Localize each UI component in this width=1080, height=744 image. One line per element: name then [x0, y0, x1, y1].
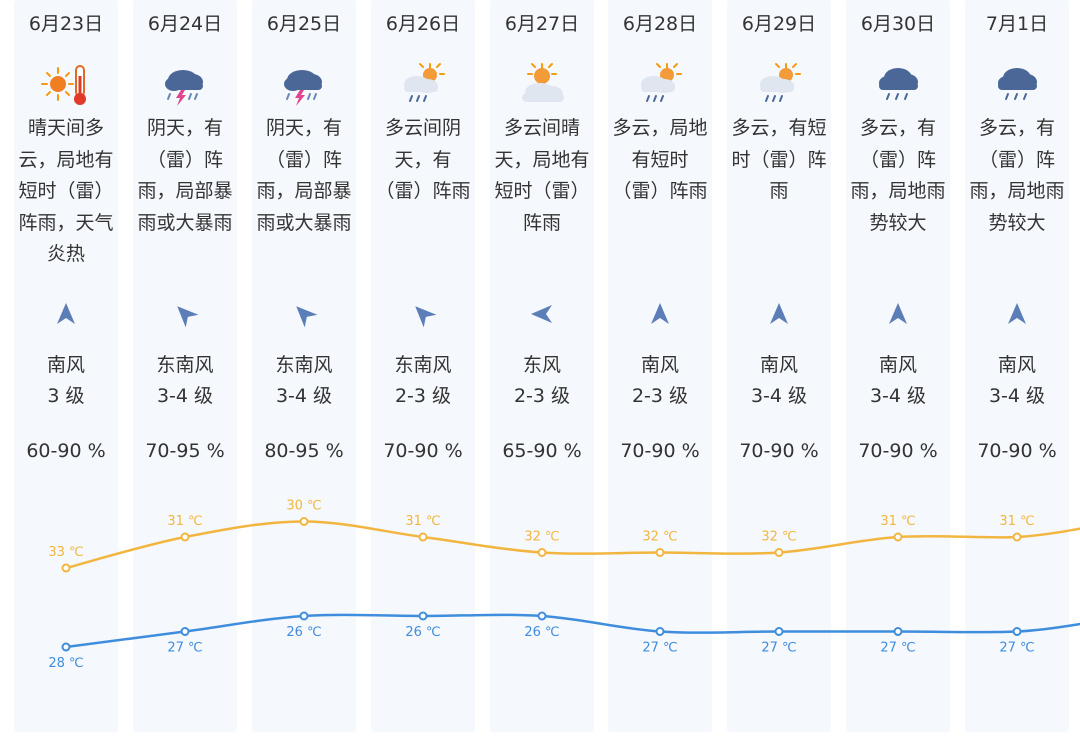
- weather-description: 多云，有 （雷）阵 雨，局地雨 势较大: [850, 117, 946, 234]
- weather-description: 阴天，有 （雷）阵 雨，局部暴 雨或大暴雨: [137, 117, 233, 234]
- day-date: 6月25日: [266, 13, 342, 35]
- humidity: 60-90 %: [26, 440, 106, 462]
- day-date: 6月29日: [741, 13, 817, 35]
- wind-arrow-south-icon: [646, 300, 674, 328]
- partly-cloudy-icon: [516, 62, 568, 108]
- weather-description: 多云，局地 有短时 （雷）阵雨: [612, 117, 708, 202]
- day-column: 6月28日 多云，局地 有短时 （雷）阵雨 南风 2-3 级 70-90 %: [608, 0, 712, 732]
- wind-arrow-south-icon: [765, 300, 793, 328]
- humidity: 70-90 %: [739, 440, 819, 462]
- day-column: 6月25日 阴天，有 （雷）阵 雨，局部暴 雨或大暴雨 东南风 3-4 级 80-95…: [252, 0, 356, 732]
- wind-level: 3 级: [47, 385, 85, 407]
- day-date: 6月26日: [385, 13, 461, 35]
- wind-level: 2-3 级: [394, 385, 452, 407]
- wind-level: 3-4 级: [869, 385, 927, 407]
- wind-arrow-south-icon: [884, 300, 912, 328]
- day-column: 6月27日 多云间晴 天，局地有 短时（雷） 阵雨 东风 2-3 级 65-90 %: [490, 0, 594, 732]
- wind-arrow-southeast-icon: [171, 300, 199, 328]
- day-column: 6月29日 多云，有短 时（雷）阵雨 南风 3-4 级 70-90 %: [727, 0, 831, 732]
- day-column: 7月1日 多云，有 （雷）阵 雨，局地雨 势较大 南风 3-4 级 70-90 %: [965, 0, 1069, 732]
- humidity: 70-90 %: [858, 440, 938, 462]
- wind-arrow-south-icon: [52, 300, 80, 328]
- wind-arrow-southeast-icon: [409, 300, 437, 328]
- humidity: 65-90 %: [502, 440, 582, 462]
- weather-description: 多云，有短 时（雷）阵雨: [731, 117, 827, 202]
- wind-level: 2-3 级: [631, 385, 689, 407]
- weather-description: 多云间阴 天，有 （雷）阵雨: [375, 117, 471, 202]
- cloudy-rain-icon: [991, 62, 1043, 108]
- partly-cloudy-rain-icon: [634, 62, 686, 108]
- thunderstorm-icon: [278, 62, 330, 108]
- day-date: 6月28日: [622, 13, 698, 35]
- wind-direction: 东南风: [394, 354, 452, 376]
- wind-direction: 南风: [759, 354, 798, 376]
- humidity: 80-95 %: [264, 440, 344, 462]
- wind-direction: 东南风: [275, 354, 333, 376]
- weather-description: 晴天间多 云，局地有 短时（雷） 阵雨，天气 炎热: [18, 117, 114, 265]
- wind-level: 3-4 级: [988, 385, 1046, 407]
- wind-level: 2-3 级: [513, 385, 571, 407]
- sunny-hot-icon: [40, 62, 92, 108]
- wind-direction: 东南风: [156, 354, 214, 376]
- weather-description: 多云间晴 天，局地有 短时（雷） 阵雨: [494, 117, 590, 234]
- wind-arrow-southeast-icon: [290, 300, 318, 328]
- day-column: 6月23日 晴天间多 云，局地有 短时（雷） 阵雨，天气 炎热 南风 3 级 60-90…: [14, 0, 118, 732]
- day-date: 6月27日: [504, 13, 580, 35]
- day-column: 6月30日 多云，有 （雷）阵 雨，局地雨 势较大 南风 3-4 级 70-90 %: [846, 0, 950, 732]
- wind-level: 3-4 级: [156, 385, 214, 407]
- wind-direction: 南风: [997, 354, 1036, 376]
- humidity: 70-90 %: [977, 440, 1057, 462]
- wind-direction: 东风: [522, 354, 561, 376]
- wind-direction: 南风: [878, 354, 917, 376]
- day-date: 6月24日: [147, 13, 223, 35]
- partly-cloudy-rain-icon: [753, 62, 805, 108]
- day-date: 6月30日: [860, 13, 936, 35]
- cloudy-rain-icon: [872, 62, 924, 108]
- humidity: 70-90 %: [383, 440, 463, 462]
- weather-description: 阴天，有 （雷）阵 雨，局部暴 雨或大暴雨: [256, 117, 352, 234]
- partly-cloudy-rain-icon: [397, 62, 449, 108]
- wind-arrow-east-icon: [528, 300, 556, 328]
- wind-level: 3-4 级: [750, 385, 808, 407]
- day-date: 7月1日: [985, 13, 1049, 35]
- weather-description: 多云，有 （雷）阵 雨，局地雨 势较大: [969, 117, 1065, 234]
- wind-level: 3-4 级: [275, 385, 333, 407]
- day-column: 6月26日 多云间阴 天，有 （雷）阵雨 东南风 2-3 级 70-90 %: [371, 0, 475, 732]
- wind-direction: 南风: [640, 354, 679, 376]
- humidity: 70-95 %: [145, 440, 225, 462]
- humidity: 70-90 %: [620, 440, 700, 462]
- wind-direction: 南风: [46, 354, 85, 376]
- wind-arrow-south-icon: [1003, 300, 1031, 328]
- thunderstorm-icon: [159, 62, 211, 108]
- day-date: 6月23日: [28, 13, 104, 35]
- day-column: 6月24日 阴天，有 （雷）阵 雨，局部暴 雨或大暴雨 东南风 3-4 级 70-95…: [133, 0, 237, 732]
